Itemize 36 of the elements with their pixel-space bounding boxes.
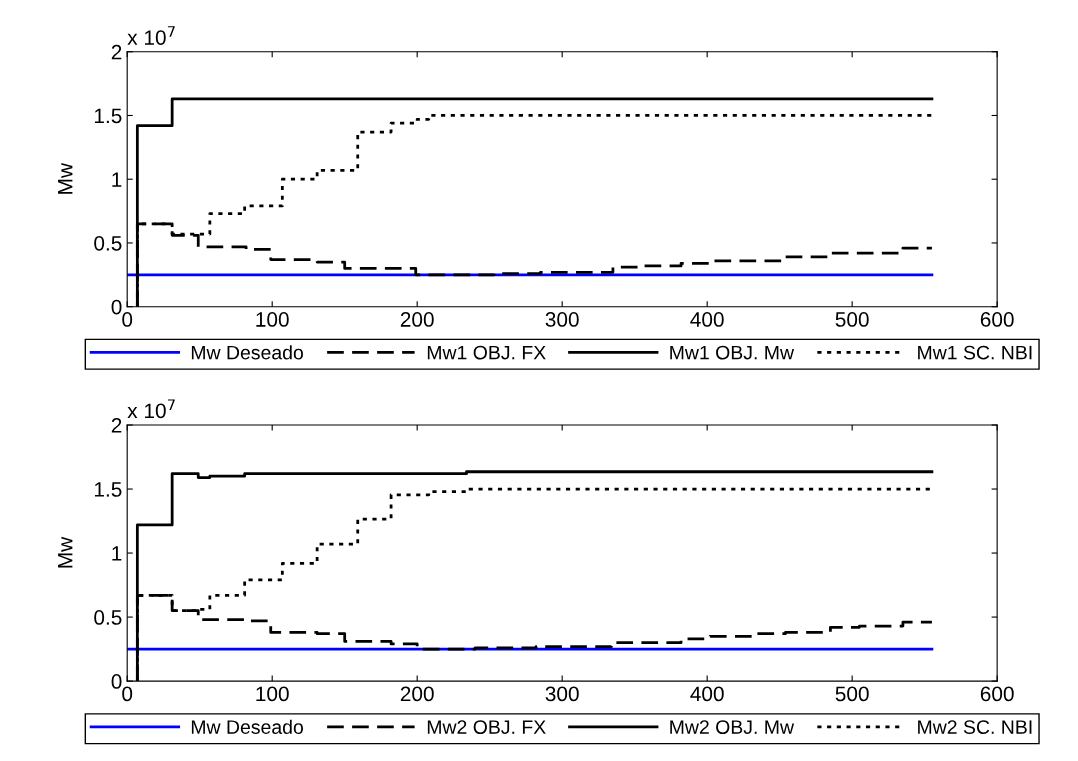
x-tick-label: 200 <box>400 312 434 327</box>
x-tick-label: 0 <box>122 686 133 702</box>
x-tick-label: 600 <box>980 686 1014 702</box>
x-tick-label: 500 <box>835 686 869 702</box>
x-tick-label: 300 <box>545 686 579 702</box>
y-tick-label: 0 <box>111 674 122 689</box>
x-tick-label: 100 <box>256 312 289 327</box>
legend-label: Mw2 SC. NBI <box>918 720 1032 734</box>
legend-label: Mw1 OBJ. Mw <box>670 345 795 360</box>
x-tick-label: 400 <box>690 686 724 702</box>
y-tick-label: 1 <box>112 172 122 187</box>
legend-label: Mw1 OBJ. FX <box>427 345 546 360</box>
y-tick-label: 2 <box>111 418 122 433</box>
x-tick-label: 600 <box>980 312 1014 327</box>
x-tick-label: 0 <box>122 312 133 327</box>
legend-label: Mw Deseado <box>191 345 303 360</box>
y-tick-label: 1.5 <box>94 108 122 124</box>
legend-label: Mw2 OBJ. FX <box>427 720 546 734</box>
x-tick-label: 100 <box>256 686 289 702</box>
x-tick-label: 200 <box>400 686 434 702</box>
y-axis-title: Mw <box>58 162 73 194</box>
x-tick-label: 300 <box>545 312 579 327</box>
text: x 10$^{7}$ <box>127 399 175 419</box>
y-tick-label: 2 <box>111 44 122 60</box>
y-tick-label: 1.5 <box>94 482 122 497</box>
y-axis-title: Mw <box>58 536 73 568</box>
text: x 10$^{7}$ <box>127 26 175 45</box>
x-tick-label: 500 <box>835 312 869 327</box>
legend-label: Mw Deseado <box>191 719 303 734</box>
legend-label: Mw2 OBJ. Mw <box>670 720 795 734</box>
legend-label: Mw1 SC. NBI <box>918 345 1032 360</box>
y-tick-label: 0.5 <box>94 610 122 625</box>
x-tick-label: 400 <box>690 312 724 327</box>
y-tick-label: 0 <box>111 299 122 315</box>
y-tick-label: 1 <box>112 546 122 561</box>
y-tick-label: 0.5 <box>94 235 122 251</box>
